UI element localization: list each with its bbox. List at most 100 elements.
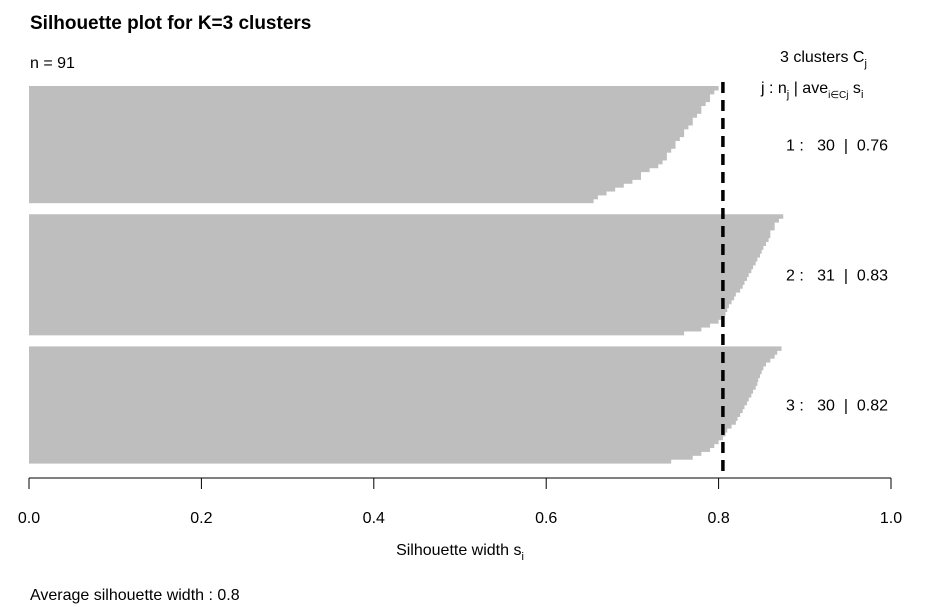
- silhouette-bar: [29, 152, 667, 157]
- silhouette-bar: [29, 101, 706, 107]
- silhouette-bar: [29, 358, 771, 363]
- silhouette-bar: [29, 346, 782, 351]
- silhouette-bar: [29, 385, 756, 390]
- x-tick-label: 1.0: [880, 510, 902, 527]
- silhouette-bar: [29, 190, 607, 196]
- legend-title: 3 clusters Cj: [780, 49, 867, 70]
- silhouette-bar: [29, 272, 749, 278]
- silhouette-bar: [29, 167, 650, 173]
- cluster-legend: 3 clusters Cj j : nj | avei∈Cj si: [760, 49, 867, 101]
- silhouette-bar: [29, 214, 784, 219]
- silhouette-bar: [29, 136, 680, 142]
- silhouette-bar: [29, 140, 676, 145]
- x-axis-label: Silhouette width si: [396, 542, 524, 563]
- sample-count-label: n = 91: [30, 55, 75, 72]
- silhouette-bar: [29, 350, 778, 355]
- silhouette-bar: [29, 229, 771, 235]
- silhouette-bar: [29, 237, 769, 243]
- silhouette-bar: [29, 280, 745, 285]
- silhouette-bar: [29, 187, 616, 192]
- cluster-stat-labels: 1 : 30 | 0.76 2 : 31 | 0.83 3 : 30 | 0.82: [786, 137, 888, 414]
- silhouette-bar: [29, 253, 760, 258]
- silhouette-bar: [29, 218, 779, 223]
- silhouette-bar: [29, 400, 748, 406]
- silhouette-bar: [29, 86, 719, 91]
- silhouette-bar: [29, 389, 754, 394]
- silhouette-bar: [29, 377, 759, 382]
- silhouette-bar: [29, 222, 775, 227]
- silhouette-bar: [29, 319, 719, 324]
- silhouette-bar: [29, 311, 726, 316]
- silhouette-bar: [29, 299, 732, 305]
- silhouette-bar: [29, 447, 710, 452]
- silhouette-bar: [29, 225, 775, 231]
- silhouette-bar: [29, 144, 676, 149]
- silhouette-bar: [29, 93, 710, 99]
- silhouette-bar: [29, 330, 685, 336]
- silhouette-bar: [29, 198, 594, 204]
- silhouette-bar: [29, 260, 756, 266]
- silhouette-bar: [29, 408, 743, 414]
- silhouette-bar: [29, 109, 702, 114]
- x-tick-label: 0.6: [535, 510, 557, 527]
- chart-title: Silhouette plot for K=3 clusters: [30, 13, 311, 34]
- silhouette-bar: [29, 159, 663, 165]
- silhouette-bar: [29, 455, 693, 460]
- silhouette-bar: [29, 155, 667, 161]
- silhouette-bar: [29, 416, 738, 421]
- silhouette-bar: [29, 132, 685, 138]
- silhouette-bar: [29, 326, 702, 332]
- silhouette-bar: [29, 245, 764, 250]
- silhouette-bar: [29, 369, 762, 375]
- silhouette-bar: [29, 361, 767, 367]
- silhouette-bar: [29, 284, 743, 289]
- silhouette-bar: [29, 113, 698, 118]
- silhouette-bar: [29, 105, 702, 110]
- silhouette-bar: [29, 315, 723, 320]
- x-axis-ticks: 0.0 0.2 0.4 0.6 0.8 1.0: [18, 478, 902, 527]
- silhouette-bar: [29, 288, 741, 293]
- x-tick-label: 0.8: [707, 510, 729, 527]
- silhouette-bar: [29, 148, 672, 153]
- silhouette-bar: [29, 412, 741, 417]
- silhouette-bar: [29, 295, 735, 301]
- silhouette-bar: [29, 365, 764, 371]
- silhouette-bar: [29, 249, 762, 254]
- silhouette-bar: [29, 268, 752, 274]
- silhouette-bar: [29, 459, 672, 464]
- silhouette-bar: [29, 183, 624, 188]
- cluster-stat-label: 3 : 30 | 0.82: [786, 398, 888, 415]
- x-tick-label: 0.4: [363, 510, 385, 527]
- silhouette-bar: [29, 120, 693, 126]
- silhouette-bar: [29, 424, 732, 429]
- silhouette-bar: [29, 291, 736, 297]
- cluster-stat-label: 1 : 30 | 0.76: [786, 137, 888, 154]
- silhouette-bar: [29, 264, 754, 270]
- silhouette-bars: [29, 86, 784, 464]
- silhouette-bar: [29, 307, 728, 313]
- silhouette-bar: [29, 97, 710, 103]
- silhouette-bar: [29, 396, 749, 402]
- cluster-stat-label: 2 : 31 | 0.83: [786, 268, 888, 285]
- silhouette-bar: [29, 443, 715, 449]
- silhouette-bar: [29, 194, 598, 200]
- silhouette-bar: [29, 435, 723, 441]
- silhouette-bar: [29, 431, 726, 437]
- silhouette-bar: [29, 163, 659, 169]
- silhouette-bar: [29, 233, 771, 239]
- silhouette-bar: [29, 117, 693, 122]
- silhouette-bar: [29, 323, 710, 328]
- average-silhouette-footer: Average silhouette width : 0.8: [30, 587, 240, 604]
- silhouette-bar: [29, 171, 642, 176]
- silhouette-bar: [29, 354, 775, 359]
- silhouette-bar: [29, 175, 642, 180]
- legend-header: j : nj | avei∈Cj si: [760, 80, 863, 101]
- silhouette-bar: [29, 428, 728, 433]
- silhouette-bar: [29, 381, 758, 386]
- silhouette-bar: [29, 373, 760, 379]
- silhouette-bar: [29, 128, 685, 134]
- silhouette-bar: [29, 257, 758, 262]
- silhouette-bar: [29, 303, 729, 309]
- silhouette-bar: [29, 393, 752, 398]
